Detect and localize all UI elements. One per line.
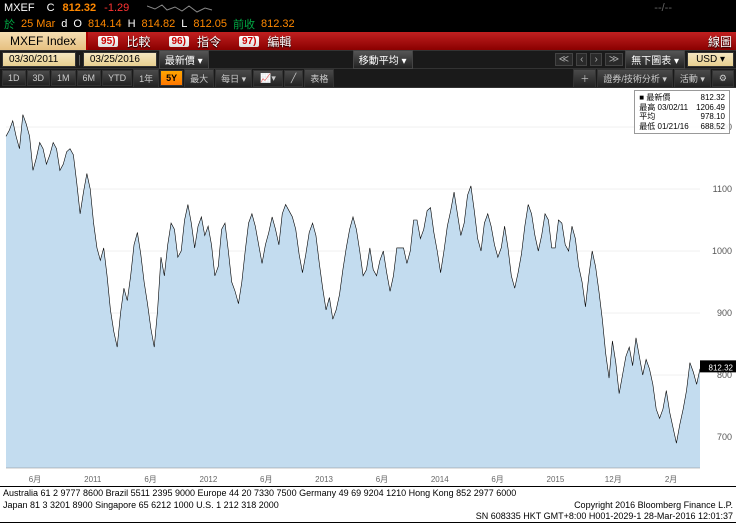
range-6m-button[interactable]: 6M — [77, 70, 102, 86]
dash-placeholder: --/-- — [654, 2, 672, 14]
nav-next-icon[interactable]: › — [590, 53, 601, 66]
svg-text:2015: 2015 — [547, 475, 565, 484]
date-from-input[interactable]: 03/30/2011 — [2, 52, 76, 67]
svg-text:2013: 2013 — [315, 475, 333, 484]
svg-text:12月: 12月 — [605, 475, 622, 484]
prev-close-label: 前收 — [233, 16, 255, 32]
toolbar-range: 1D3D1M6MYTD1年5Y最大 每日 ▾ 📈▾ ╱ 表格 ＋ 證券/技術分析… — [0, 69, 736, 88]
chart-tool-icon[interactable]: ╱ — [284, 70, 303, 87]
info-low-value: 688.52 — [701, 122, 725, 132]
price-type-select[interactable]: 最新價 ▾ — [159, 50, 209, 69]
open-label: O — [73, 18, 82, 30]
svg-text:6月: 6月 — [29, 475, 41, 484]
fn-95-label[interactable]: 比較 — [126, 33, 150, 50]
svg-text:1000: 1000 — [712, 246, 732, 256]
fn-95-num[interactable]: 95) — [98, 36, 118, 47]
svg-text:2月: 2月 — [665, 475, 677, 484]
high-label: H — [128, 18, 136, 30]
info-avg-label: 平均 — [639, 112, 655, 122]
fn-96-label[interactable]: 指令 — [197, 33, 221, 50]
footer-copyright: Copyright 2016 Bloomberg Finance L.P. — [574, 500, 733, 512]
terminal-footer: Australia 61 2 9777 8600 Brazil 5511 239… — [0, 486, 736, 522]
range-最大-button[interactable]: 最大 — [184, 69, 214, 88]
range-1年-button[interactable]: 1年 — [133, 69, 159, 88]
svg-text:6月: 6月 — [144, 475, 156, 484]
svg-text:6月: 6月 — [376, 475, 388, 484]
prev-close-value: 812.32 — [261, 18, 295, 30]
period-select[interactable]: 每日 ▾ — [215, 69, 252, 88]
chart-container[interactable]: 700800900100011001200812.326月20116月20126… — [0, 88, 736, 486]
price-chart[interactable]: 700800900100011001200812.326月20116月20126… — [0, 88, 736, 486]
d-label: d — [61, 18, 67, 30]
function-bar: MXEF Index 95) 比較 96) 指令 97) 編輯 線圖 — [0, 32, 736, 50]
last-price: 812.32 — [63, 2, 97, 14]
range-1d-button[interactable]: 1D — [2, 70, 26, 86]
svg-text:6月: 6月 — [260, 475, 272, 484]
currency-select[interactable]: USD ▾ — [687, 52, 734, 67]
info-high-label: 最高 03/02/11 — [639, 103, 688, 113]
high-value: 814.82 — [142, 18, 176, 30]
fn-97-label[interactable]: 編輯 — [267, 33, 291, 50]
range-1m-button[interactable]: 1M — [51, 70, 76, 86]
info-last-value: 812.32 — [701, 93, 725, 103]
activity-btn[interactable]: 活動 ▾ — [674, 69, 711, 88]
table-button[interactable]: 表格 — [304, 69, 334, 88]
nav-arrows: ≪ ‹ › ≫ — [555, 53, 624, 66]
moving-avg-select[interactable]: 移動平均 ▾ — [353, 50, 413, 69]
low-label: L — [181, 18, 187, 30]
open-value: 814.14 — [88, 18, 122, 30]
info-avg-value: 978.10 — [701, 112, 725, 122]
sparkline-icon — [147, 2, 217, 14]
close-label: C — [47, 2, 55, 14]
toolbar-dates: 03/30/2011 | 03/25/2016 最新價 ▾ 移動平均 ▾ ≪ ‹… — [0, 50, 736, 69]
svg-text:2012: 2012 — [200, 475, 218, 484]
nav-last-icon[interactable]: ≫ — [605, 53, 623, 66]
range-3d-button[interactable]: 3D — [27, 70, 51, 86]
quote-header-1: MXEF C 812.32 -1.29 --/-- — [0, 0, 736, 16]
svg-text:2014: 2014 — [431, 475, 449, 484]
price-change: -1.29 — [104, 2, 129, 14]
index-name[interactable]: MXEF Index — [0, 32, 88, 50]
svg-text:2011: 2011 — [84, 475, 102, 484]
plus-icon[interactable]: ＋ — [573, 69, 596, 88]
sec-quote-btn[interactable]: 證券/技術分析 ▾ — [597, 69, 673, 88]
ticker-symbol: MXEF — [4, 2, 35, 14]
lower-chart-select[interactable]: 無下圖表 ▾ — [625, 50, 685, 69]
range-ytd-button[interactable]: YTD — [102, 70, 132, 86]
svg-text:6月: 6月 — [491, 475, 503, 484]
range-5y-button[interactable]: 5Y — [160, 70, 183, 86]
footer-contacts: Australia 61 2 9777 8600 Brazil 5511 239… — [3, 488, 733, 500]
svg-text:812.32: 812.32 — [709, 363, 734, 372]
on-label: 於 — [4, 16, 15, 32]
info-last-label: 最新價 — [639, 93, 670, 103]
chart-type-icon[interactable]: 📈▾ — [253, 70, 283, 87]
chart-info-box: 最新價 812.32 最高 03/02/11 1206.49 平均 978.10 最低… — [634, 90, 730, 134]
footer-timestamp: SN 608335 HKT GMT+8:00 H001-2029-1 28-Ma… — [3, 511, 733, 523]
quote-date: 25 Mar — [21, 18, 55, 30]
info-high-value: 1206.49 — [696, 103, 725, 113]
nav-first-icon[interactable]: ≪ — [555, 53, 573, 66]
svg-text:700: 700 — [717, 432, 732, 442]
chart-type-label[interactable]: 線圖 — [708, 33, 732, 50]
fn-96-num[interactable]: 96) — [169, 36, 189, 47]
date-to-input[interactable]: 03/25/2016 — [83, 52, 157, 67]
low-value: 812.05 — [193, 18, 227, 30]
info-low-label: 最低 01/21/16 — [639, 122, 688, 132]
footer-contacts-2: Japan 81 3 3201 8900 Singapore 65 6212 1… — [3, 500, 279, 512]
nav-prev-icon[interactable]: ‹ — [576, 53, 587, 66]
quote-header-2: 於 25 Mar d O 814.14 H 814.82 L 812.05 前收… — [0, 16, 736, 32]
svg-text:900: 900 — [717, 308, 732, 318]
svg-text:1100: 1100 — [713, 184, 732, 194]
date-sep: | — [78, 54, 81, 66]
settings-icon[interactable]: ⚙ — [712, 70, 734, 87]
fn-97-num[interactable]: 97) — [239, 36, 259, 47]
